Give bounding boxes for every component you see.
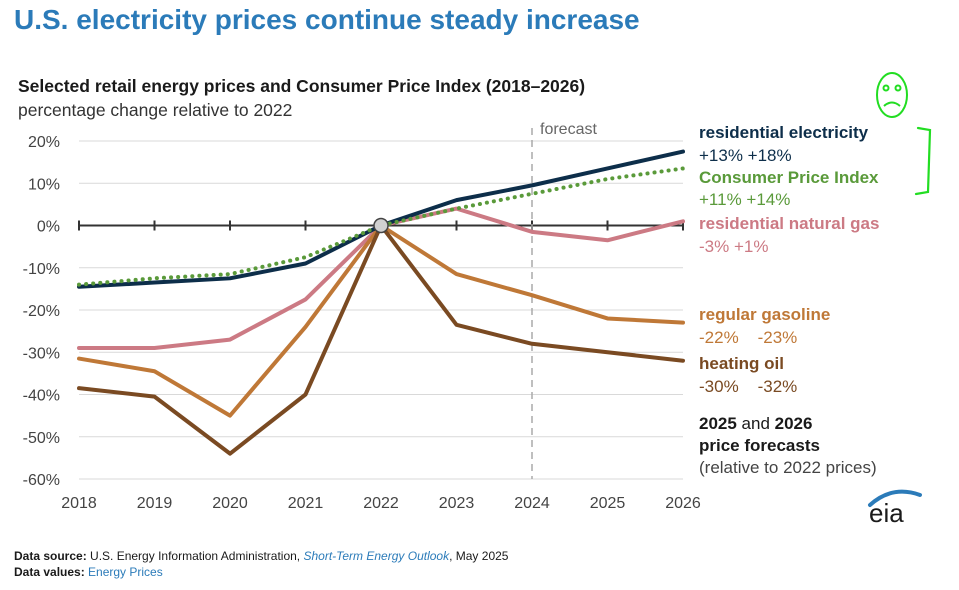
series-line-heating-oil <box>77 223 685 456</box>
x-tick-label: 2018 <box>61 495 97 512</box>
y-tick-labels: 20% 10% 0% -10% -20% -30% -40% -50% -60% <box>23 134 60 489</box>
footer-source: Data source: U.S. Energy Information Adm… <box>14 549 509 563</box>
data-values-link[interactable]: Energy Prices <box>84 565 163 579</box>
face-doodle-eye-right <box>894 84 902 92</box>
x-tick-label: 2022 <box>363 495 399 512</box>
svg-text:eia: eia <box>869 498 904 527</box>
x-tick-label: 2023 <box>439 495 475 512</box>
source-publication-link[interactable]: Short-Term Energy Outlook <box>303 549 450 563</box>
note-price-forecasts: price forecasts <box>699 436 820 455</box>
forecast-label: forecast <box>540 121 597 138</box>
x-tick-label: 2020 <box>212 495 248 512</box>
label-natural-gas: residential natural gas <box>699 214 880 233</box>
baseline-marker <box>373 217 389 234</box>
forecast-residential-electricity: +13% +18% <box>699 146 792 165</box>
x-tick-label: 2026 <box>665 495 701 512</box>
forecast-cpi: +11% +14% <box>699 190 791 209</box>
chart-subtitle: percentage change relative to 2022 <box>18 100 293 120</box>
chart-title: Selected retail energy prices and Consum… <box>18 76 586 96</box>
y-tick-label: -20% <box>23 303 60 320</box>
forecast-natural-gas: -3% +1% <box>699 237 769 256</box>
face-doodle-mouth <box>883 101 901 107</box>
x-tick-labels: 2018 2019 2020 2021 2022 2023 2024 2025 2026 <box>61 495 701 512</box>
face-doodle-head <box>876 72 908 118</box>
y-tick-label: 20% <box>28 134 60 151</box>
label-heating-oil: heating oil <box>699 354 784 373</box>
headline: U.S. electricity prices continue steady … <box>14 4 640 35</box>
y-tick-label: -40% <box>23 388 60 405</box>
footer-values: Data values: Energy Prices <box>14 565 163 579</box>
baseline-circle <box>373 217 389 234</box>
x-tick-label: 2019 <box>137 495 173 512</box>
series-lines <box>77 149 685 456</box>
y-tick-label: -50% <box>23 430 60 447</box>
series-line-regular-gasoline <box>77 223 685 418</box>
hand-annotations <box>876 72 932 196</box>
label-residential-electricity: residential electricity <box>699 123 869 142</box>
y-tick-label: -30% <box>23 345 60 362</box>
y-tick-label: 0% <box>37 219 60 236</box>
forecast-heating-oil: -30% -32% <box>699 377 798 396</box>
note-years: 2025 and 2026 <box>699 414 813 433</box>
note-relative: (relative to 2022 prices) <box>699 458 877 477</box>
bracket-mark <box>914 126 932 196</box>
forecast-marker: forecast <box>531 121 597 479</box>
forecast-gasoline: -22% -23% <box>699 328 798 347</box>
x-tick-label: 2024 <box>514 495 550 512</box>
label-gasoline: regular gasoline <box>699 305 831 324</box>
gridlines <box>79 140 683 480</box>
y-tick-label: -60% <box>23 472 60 489</box>
eia-logo: eia <box>868 489 922 527</box>
x-tick-label: 2021 <box>288 495 324 512</box>
y-tick-label: 10% <box>28 176 60 193</box>
face-doodle-eye-left <box>882 84 890 92</box>
y-tick-label: -10% <box>23 261 60 278</box>
x-tick-label: 2025 <box>590 495 626 512</box>
label-cpi: Consumer Price Index <box>699 168 879 187</box>
